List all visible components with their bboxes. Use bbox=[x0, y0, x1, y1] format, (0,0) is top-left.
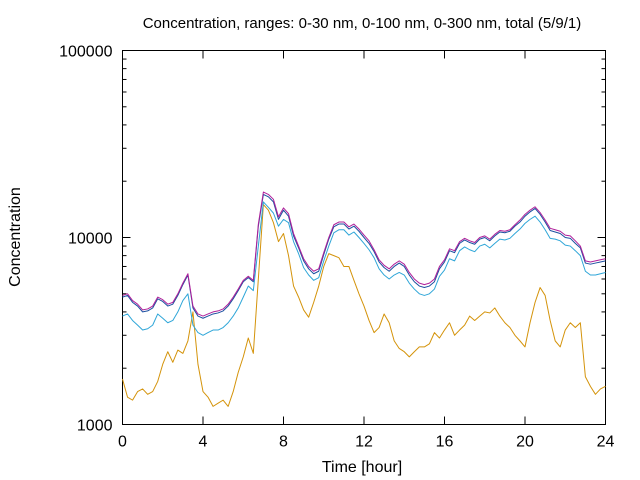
series-line-0-300nm bbox=[122, 193, 606, 319]
x-tick-label: 24 bbox=[597, 434, 615, 451]
minor-ticks bbox=[122, 58, 606, 369]
x-tick-label: 4 bbox=[199, 434, 208, 451]
x-tick-label: 20 bbox=[516, 434, 534, 451]
series-lines bbox=[122, 191, 606, 407]
x-tick-label: 0 bbox=[118, 434, 127, 451]
x-tick-label: 12 bbox=[355, 434, 373, 451]
x-axis-label: Time [hour] bbox=[322, 459, 402, 476]
y-axis-label: Concentration bbox=[7, 187, 24, 287]
series-line-total bbox=[122, 191, 606, 317]
y-tick-label: 1000 bbox=[77, 418, 113, 435]
series-line-0-30nm bbox=[122, 204, 606, 407]
x-tick-label: 8 bbox=[279, 434, 288, 451]
series-line-0-100nm bbox=[122, 201, 606, 336]
y-axis-ticks: 1000 10000 100000 bbox=[59, 44, 606, 435]
x-axis-ticks: 0 4 8 12 16 20 24 bbox=[118, 50, 615, 451]
x-tick-label: 16 bbox=[436, 434, 454, 451]
y-tick-label: 10000 bbox=[68, 231, 113, 248]
y-tick-label: 100000 bbox=[59, 44, 112, 61]
chart-title: Concentration, ranges: 0-30 nm, 0-100 nm… bbox=[143, 15, 582, 32]
